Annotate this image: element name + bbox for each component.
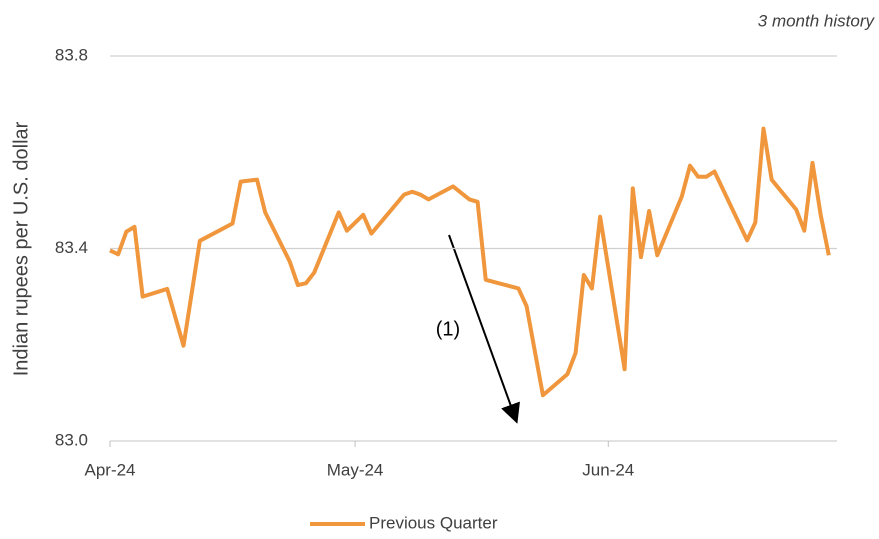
y-tick-label: 83.8 [55, 45, 88, 64]
y-tick-label: 83.0 [55, 430, 88, 449]
y-axis-label: Indian rupees per U.S. dollar [10, 121, 32, 376]
x-tick-label: Jun-24 [582, 460, 634, 479]
line [109, 126, 831, 398]
subtitle: 3 month history [758, 11, 876, 30]
x-tick-label: Apr-24 [84, 460, 135, 479]
y-tick-label: 83.4 [55, 238, 88, 257]
annotation-arrow [448, 234, 520, 424]
annotation: (1) [436, 318, 460, 340]
legend-label: Previous Quarter [369, 513, 498, 532]
x-tick-label: May-24 [327, 460, 384, 479]
